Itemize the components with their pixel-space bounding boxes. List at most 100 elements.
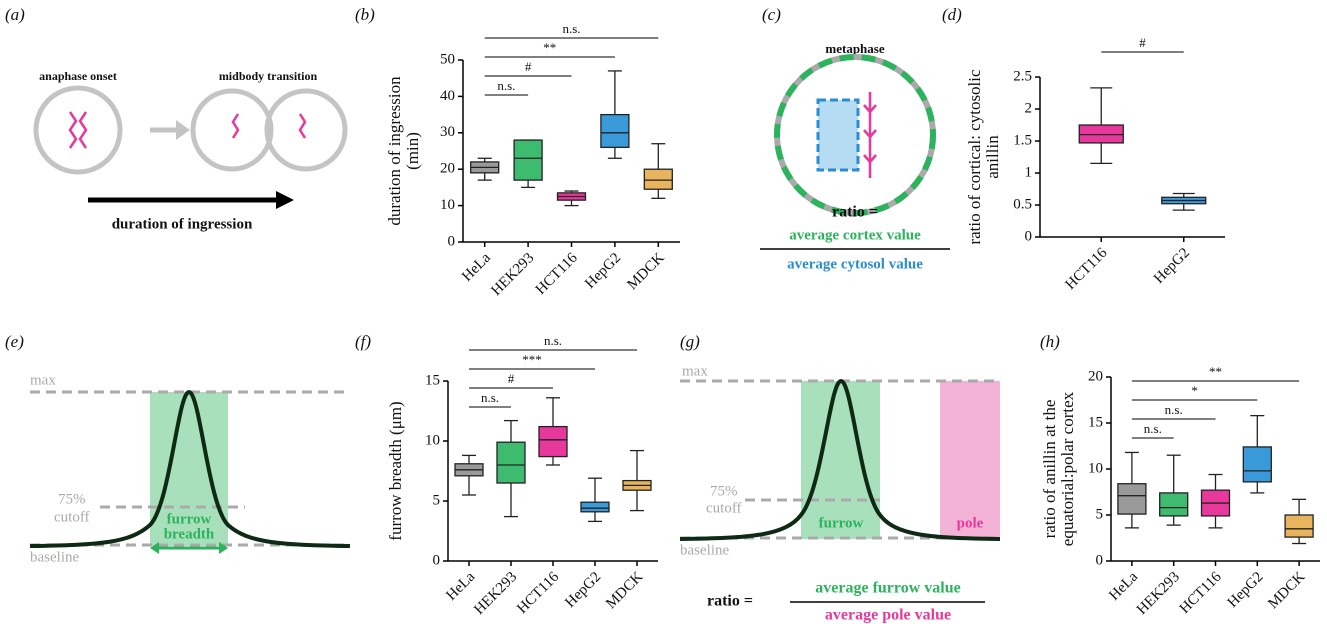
label: furrow: [167, 511, 212, 527]
label: ratio =: [832, 204, 878, 221]
significance-label: n.s.: [497, 78, 515, 93]
y-tick-label: 10: [440, 197, 455, 213]
significance-label: **: [543, 40, 556, 55]
panel-c: (c) metaphase ratio = average cortex val…: [760, 5, 950, 272]
significance-label: n.s.: [481, 390, 499, 405]
arrow-head: [176, 120, 190, 140]
box: [600, 113, 630, 149]
panel-label: (b): [355, 5, 375, 24]
cytosol: [816, 98, 860, 172]
region: [150, 392, 228, 546]
y-axis-label: furrow breadth (μm): [386, 401, 405, 540]
x-tick-label: HepG2: [562, 569, 604, 611]
panel-label: (a): [5, 5, 25, 24]
x-tick-label: MDCK: [624, 250, 667, 293]
cell: [264, 88, 348, 172]
chart: (h) 0 5 10 15 20 ratio of anillin at the equato…: [1040, 332, 1320, 618]
y-axis-label: ratio of anillin at the: [1040, 400, 1059, 539]
y-tick-label: 20: [1088, 368, 1103, 384]
x-tick-label: HeLa: [459, 250, 494, 285]
y-tick-label: 50: [440, 51, 455, 67]
box: [580, 501, 610, 513]
label: ratio =: [707, 593, 753, 610]
significance-label: #: [1139, 35, 1146, 50]
chromosomes: [863, 92, 877, 178]
significance-label: n.s.: [544, 333, 562, 348]
y-tick-label: 5: [1096, 506, 1104, 522]
y-axis-label: equatorial:polar cortex: [1058, 391, 1077, 546]
x-tick-label: HEK293: [488, 250, 537, 299]
region: [801, 381, 880, 539]
x-tick-label: MDCK: [603, 569, 646, 612]
y-tick-label: 2.5: [1013, 68, 1032, 84]
x-tick-label: HCT116: [514, 569, 562, 617]
chromosomes: [68, 111, 88, 149]
arrow-head: [276, 191, 294, 209]
y-tick-label: 1: [1025, 164, 1033, 180]
label: average cytosol value: [787, 256, 923, 272]
panel-g: (g) max 75% cutoff baseline furrow pole …: [679, 332, 1001, 624]
y-tick-label: 15: [1088, 414, 1103, 430]
label: anaphase onset: [39, 69, 117, 83]
label: breadth: [164, 526, 215, 542]
significance-label: **: [1209, 364, 1222, 379]
x-tick-label: HEK293: [1134, 569, 1183, 618]
box: [513, 139, 543, 181]
label: baseline: [30, 549, 79, 565]
y-axis-label: duration of ingression: [385, 76, 404, 226]
y-tick-label: 5: [433, 492, 441, 508]
y-tick-label: 30: [440, 124, 455, 140]
panel-e: (e) max 75% cutoff baseline furrow bread…: [5, 332, 351, 565]
label: pole: [957, 515, 984, 531]
arrow-head: [150, 542, 228, 554]
label: max: [30, 372, 56, 388]
y-tick-label: 0: [1096, 552, 1104, 568]
significance-label: ***: [522, 352, 542, 367]
y-tick-label: 10: [425, 432, 440, 448]
panel-label: (e): [5, 332, 24, 351]
label: average pole value: [825, 607, 951, 624]
y-axis-label: anillin: [983, 135, 1002, 179]
y-tick-label: 0: [448, 233, 456, 249]
box: [643, 168, 673, 190]
label: furrow: [819, 515, 864, 531]
y-tick-label: 40: [440, 88, 455, 104]
label: 75%: [58, 491, 86, 507]
x-tick-label: HeLa: [1106, 569, 1141, 604]
cell: [33, 85, 123, 175]
label: average cortex value: [789, 227, 921, 243]
significance-label: #: [508, 371, 515, 386]
significance-label: #: [525, 59, 532, 74]
panel-a: (a) anaphase onset midbody transition du…: [5, 5, 348, 232]
region: [940, 381, 1000, 539]
y-tick-label: 0: [433, 552, 441, 568]
x-tick-label: HepG2: [1151, 245, 1193, 287]
x-tick-label: HepG2: [1225, 569, 1267, 611]
panel-label: (h): [1040, 332, 1060, 351]
panel-label: (f): [355, 332, 371, 351]
x-tick-label: MDCK: [1265, 569, 1308, 612]
x-tick-label: HEK293: [471, 569, 520, 618]
x-tick-label: HeLa: [443, 569, 478, 604]
significance-label: n.s.: [1165, 402, 1183, 417]
x-tick-label: HCT116: [533, 250, 581, 298]
y-tick-label: 0: [1025, 228, 1033, 244]
panel-label: (c): [762, 5, 781, 24]
y-tick-label: 2: [1025, 100, 1033, 116]
profile: [679, 378, 1001, 541]
x-tick-label: HCT116: [1062, 245, 1110, 293]
chart: (f) 0 5 10 15 furrow breadth (μm) HeLaHEK293HC…: [355, 332, 658, 618]
y-axis-label: ratio of cortical: cytosolic: [965, 69, 984, 245]
profile: [29, 389, 351, 548]
box: [1242, 446, 1272, 483]
panel-label: (g): [680, 332, 700, 351]
label: max: [682, 363, 708, 379]
box: [496, 441, 526, 484]
cortex: [774, 54, 936, 216]
cell: [190, 88, 274, 172]
label: cutoff: [706, 500, 742, 516]
significance-label: n.s.: [1144, 421, 1162, 436]
box: [1284, 514, 1314, 538]
box: [538, 425, 568, 458]
